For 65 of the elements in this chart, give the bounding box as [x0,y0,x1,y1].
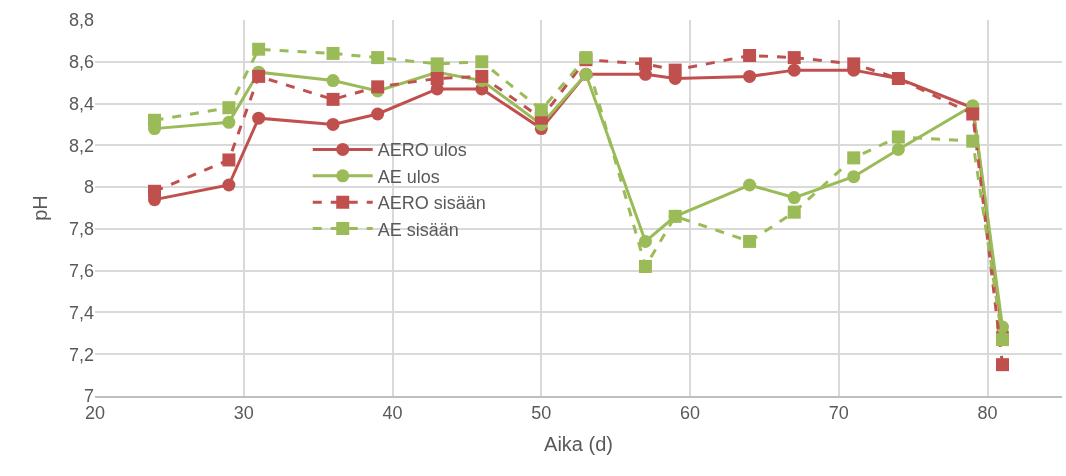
x-tick-label: 30 [233,403,254,424]
point [847,170,861,184]
point [222,101,236,115]
point [430,71,444,85]
point [638,259,652,273]
point [966,134,980,148]
x-axis-title: Aika (d) [544,433,613,456]
y-tick-label: 7,2 [68,344,94,365]
x-tick-label: 60 [680,403,701,424]
point [475,69,489,83]
point [668,63,682,77]
point [743,49,757,63]
point [891,130,905,144]
point [371,107,385,121]
point [326,74,340,88]
point [326,46,340,60]
x-tick-label: 40 [382,403,403,424]
legend-label: AERO ulos [377,140,467,161]
point [787,63,801,77]
x-tick-label: 50 [531,403,552,424]
point [326,92,340,106]
point [743,234,757,248]
y-tick-label: 8,2 [68,135,94,156]
legend-label: AERO sisään [377,193,486,214]
point [222,178,236,192]
point [891,71,905,85]
point [148,184,162,198]
point [966,107,980,121]
point [743,178,757,192]
point [995,358,1009,372]
point [534,103,548,117]
point [847,57,861,71]
point [326,117,340,131]
point [638,57,652,71]
y-tick-label: 8,8 [68,10,94,31]
point [148,113,162,127]
point [668,209,682,223]
point [252,69,266,83]
point [371,51,385,65]
y-tick-label: 8,6 [68,52,94,73]
y-tick-label: 7,8 [68,219,94,240]
point [995,333,1009,347]
x-tick-label: 70 [828,403,849,424]
point [222,115,236,129]
x-tick-label: 80 [977,403,998,424]
point [891,143,905,156]
point [430,57,444,71]
point [787,205,801,219]
point [787,191,801,205]
y-tick-label: 7,4 [68,302,94,323]
point [371,80,385,94]
y-tick-label: 7,6 [68,260,94,281]
y-tick-label: 8 [83,177,94,198]
point [743,69,757,83]
y-axis-title: pH [29,195,52,221]
point [847,151,861,165]
point [222,153,236,167]
legend-label: AE sisään [377,219,459,240]
point [475,55,489,69]
point [252,42,266,56]
y-tick-label: 8,4 [68,93,94,114]
point [787,51,801,65]
point [638,234,652,248]
legend-label: AE ulos [377,166,440,187]
point [252,111,266,125]
